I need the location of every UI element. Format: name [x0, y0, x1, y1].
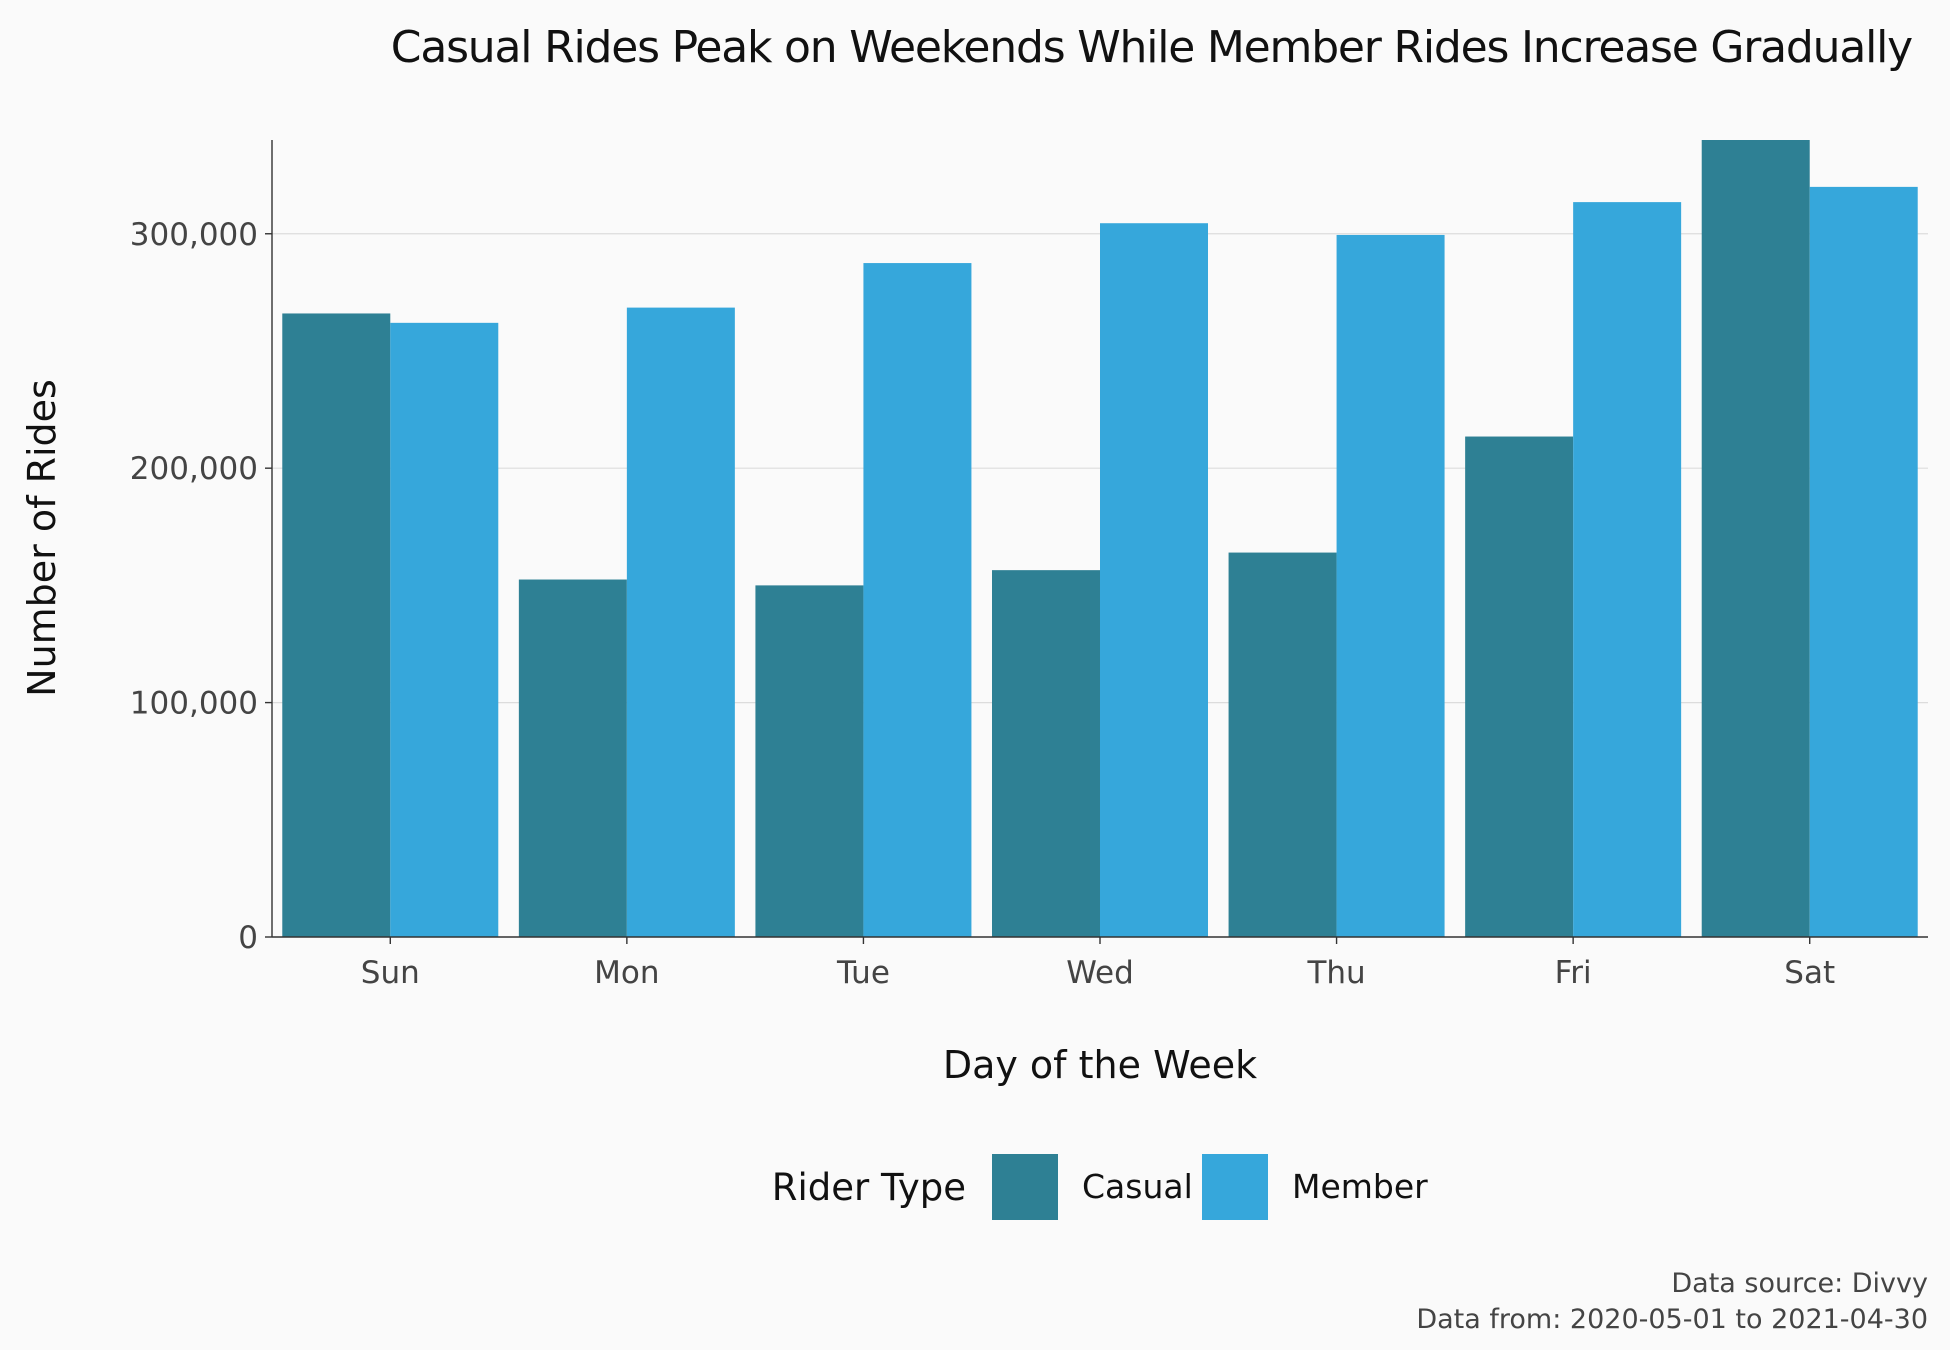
bar-member-thu	[1336, 234, 1445, 937]
legend: Rider Type Casual Member	[772, 1154, 1428, 1220]
legend-label-member: Member	[1292, 1167, 1428, 1206]
bar-casual-mon	[518, 579, 627, 937]
x-tick-label-sat: Sat	[1784, 955, 1835, 991]
y-tick-label: 100,000	[130, 686, 258, 722]
x-tick-labels: Sun Mon Tue Wed Thu Fri Sat	[361, 937, 1835, 991]
y-tick-label: 0	[238, 920, 258, 956]
bar-casual-sat	[1701, 140, 1810, 937]
x-tick-label-sun: Sun	[361, 955, 420, 991]
bar-member-fri	[1573, 202, 1682, 937]
bar-member-sat	[1809, 186, 1918, 938]
y-tick-label: 200,000	[130, 451, 258, 487]
x-tick-label-thu: Thu	[1306, 955, 1365, 991]
bar-member-tue	[863, 263, 972, 937]
x-tick-label-wed: Wed	[1066, 955, 1134, 991]
y-tick-label: 300,000	[130, 217, 258, 253]
bar-member-mon	[626, 307, 735, 938]
legend-title: Rider Type	[772, 1166, 966, 1209]
legend-swatch-casual	[992, 1154, 1058, 1220]
chart-title: Casual Rides Peak on Weekends While Memb…	[391, 22, 1912, 73]
bars	[282, 140, 1918, 938]
bar-member-sun	[390, 322, 499, 937]
x-tick-label-mon: Mon	[594, 955, 659, 991]
caption-source: Data source: Divvy	[1671, 1268, 1928, 1299]
y-tick-labels: 0 100,000 200,000 300,000	[130, 217, 272, 956]
y-axis-title: Number of Rides	[20, 379, 64, 697]
caption-date-range: Data from: 2020-05-01 to 2021-04-30	[1416, 1304, 1928, 1335]
bar-member-wed	[1100, 223, 1208, 937]
x-tick-label-tue: Tue	[836, 955, 890, 991]
bar-casual-sun	[282, 313, 391, 937]
bar-casual-wed	[992, 570, 1100, 937]
bar-casual-fri	[1465, 436, 1574, 937]
bar-casual-thu	[1228, 552, 1337, 937]
x-axis-title: Day of the Week	[943, 1043, 1257, 1087]
x-tick-label-fri: Fri	[1555, 955, 1592, 991]
legend-label-casual: Casual	[1082, 1167, 1193, 1206]
legend-swatch-member	[1202, 1154, 1268, 1220]
bar-casual-tue	[755, 585, 864, 937]
